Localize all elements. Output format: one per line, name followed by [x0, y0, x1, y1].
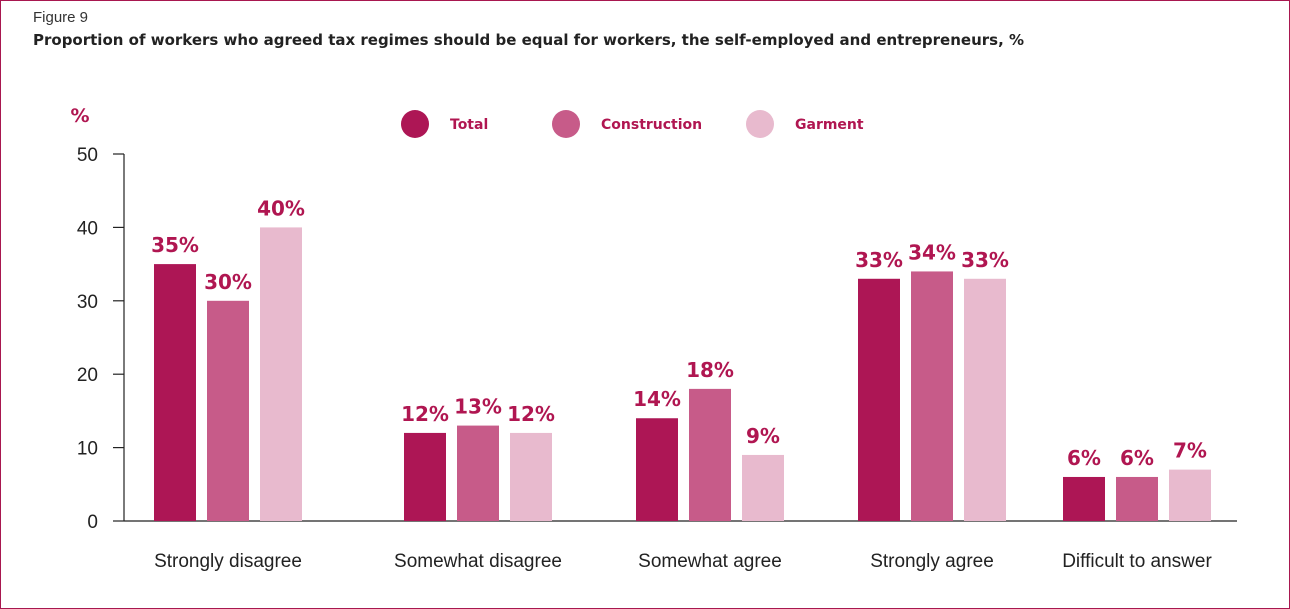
data-label: 14% [633, 387, 681, 411]
y-tick-label: 30 [77, 292, 98, 313]
bar [510, 432, 552, 521]
x-category-label: Difficult to answer [1062, 551, 1212, 572]
data-label: 40% [257, 196, 305, 220]
y-unit-label: % [70, 105, 89, 127]
x-category-label: Strongly agree [870, 551, 994, 572]
y-tick-label: 20 [77, 365, 98, 386]
x-category-label: Strongly disagree [154, 551, 302, 572]
bar [858, 278, 900, 521]
figure-label: Figure 9 [33, 9, 89, 26]
y-tick-label: 0 [87, 512, 98, 533]
bar [742, 454, 784, 521]
y-tick-label: 10 [77, 439, 98, 460]
data-label: 35% [151, 233, 199, 257]
bar [260, 227, 302, 521]
data-label: 30% [204, 270, 252, 294]
y-tick-label: 40 [77, 218, 98, 239]
x-category-label: Somewhat disagree [394, 551, 562, 572]
legend-swatch [746, 110, 774, 138]
legend-label: Total [450, 117, 488, 133]
data-label: 9% [746, 424, 780, 448]
x-category-label: Somewhat agree [638, 551, 782, 572]
bar [154, 264, 196, 521]
bar [404, 432, 446, 521]
y-tick-label: 50 [77, 145, 98, 166]
data-label: 18% [686, 358, 734, 382]
bar [911, 271, 953, 521]
bar [689, 388, 731, 521]
data-label: 34% [908, 240, 956, 264]
figure-title: Proportion of workers who agreed tax reg… [33, 31, 1025, 49]
bar [207, 300, 249, 521]
legend-label: Garment [795, 117, 864, 133]
bar [964, 278, 1006, 521]
bar [1063, 476, 1105, 521]
bar [457, 425, 499, 521]
data-label: 12% [507, 402, 555, 426]
data-label: 13% [454, 395, 502, 419]
legend-swatch [401, 110, 429, 138]
bar [636, 418, 678, 521]
bar [1169, 469, 1211, 521]
bar [1116, 476, 1158, 521]
data-label: 33% [855, 248, 903, 272]
data-label: 6% [1120, 446, 1154, 470]
legend-label: Construction [601, 117, 702, 133]
data-label: 6% [1067, 446, 1101, 470]
data-label: 12% [401, 402, 449, 426]
data-label: 33% [961, 248, 1009, 272]
legend-swatch [552, 110, 580, 138]
data-label: 7% [1173, 439, 1207, 463]
